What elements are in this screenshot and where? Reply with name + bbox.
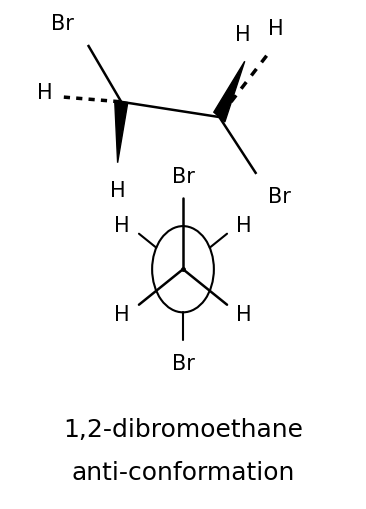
Text: H: H xyxy=(114,304,130,324)
Polygon shape xyxy=(214,62,245,123)
Text: anti-conformation: anti-conformation xyxy=(71,460,295,484)
Text: H: H xyxy=(236,304,252,324)
Text: H: H xyxy=(268,19,283,39)
Text: H: H xyxy=(236,215,252,235)
Text: H: H xyxy=(110,181,126,201)
Text: Br: Br xyxy=(172,353,194,373)
Text: Br: Br xyxy=(268,186,291,206)
Text: Br: Br xyxy=(51,14,74,34)
Polygon shape xyxy=(115,102,128,163)
Text: H: H xyxy=(235,24,251,44)
Text: 1,2-dibromoethane: 1,2-dibromoethane xyxy=(63,417,303,441)
Text: H: H xyxy=(37,82,52,102)
Text: H: H xyxy=(114,215,130,235)
Text: Br: Br xyxy=(172,166,194,186)
